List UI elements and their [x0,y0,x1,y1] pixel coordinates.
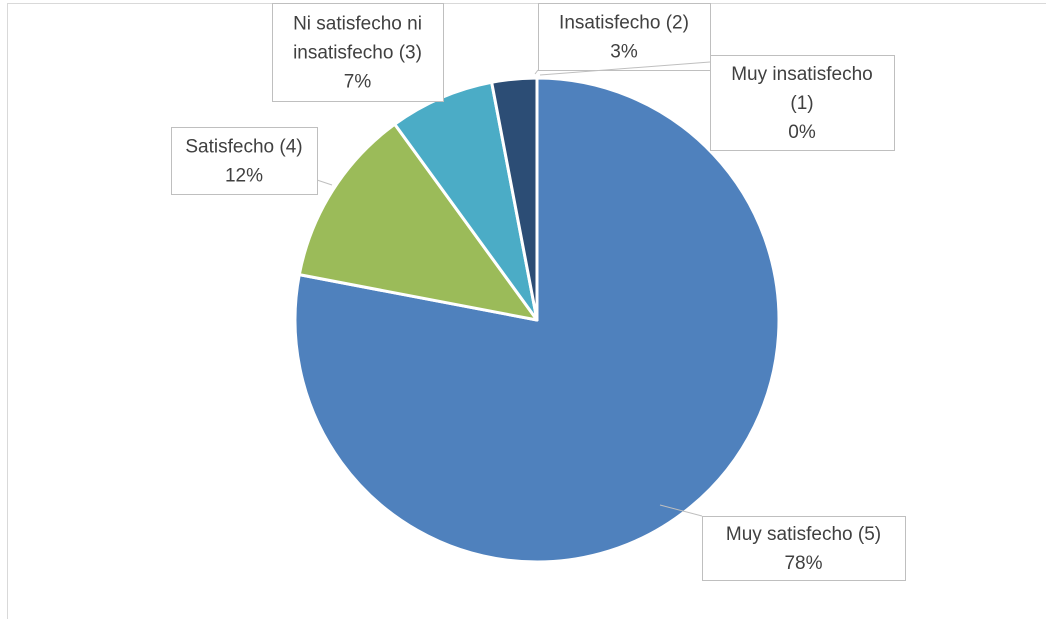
pie-slices [295,78,779,562]
data-label-percent: 12% [225,166,263,187]
data-label-category: Muy satisfecho (5) [726,524,881,545]
data-label-percent: 3% [610,42,638,63]
data-label-category: Muy insatisfecho [731,64,873,85]
data-label-category: insatisfecho (3) [293,43,422,64]
data-label-category: (1) [790,93,813,114]
data-label-category: Ni satisfecho ni [293,14,422,35]
data-label-percent: 78% [784,553,822,574]
leader-line [535,70,538,74]
data-label-category: Insatisfecho (2) [559,13,689,34]
leader-line [317,180,332,185]
data-label-category: Satisfecho (4) [185,137,302,158]
data-label-percent: 7% [344,72,372,93]
data-label-percent: 0% [788,122,816,143]
